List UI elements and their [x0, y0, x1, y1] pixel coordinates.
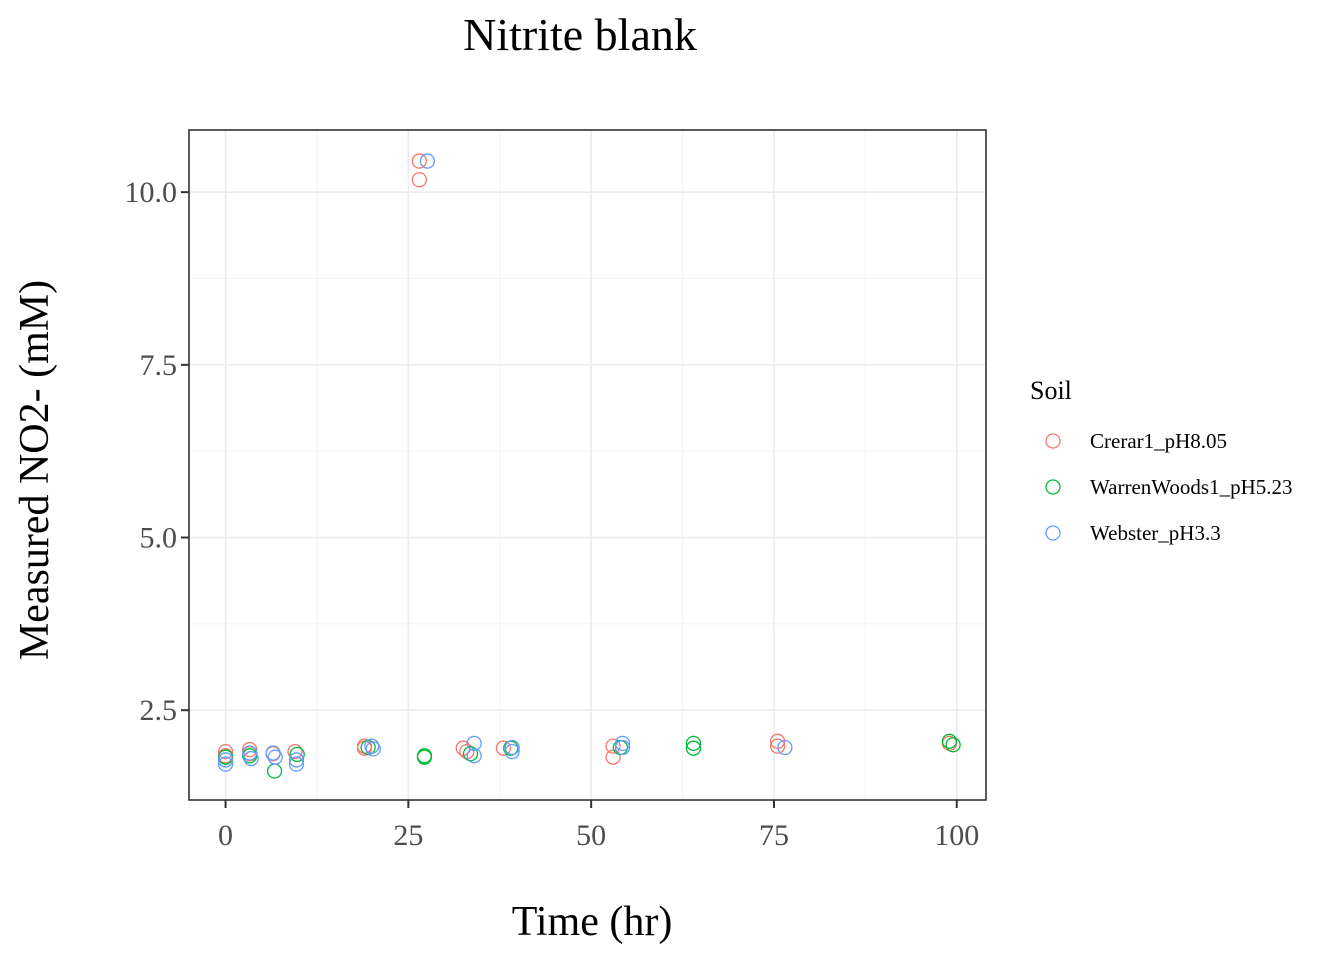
legend-label: Webster_pH3.3 — [1090, 521, 1221, 545]
x-tick-label: 50 — [576, 819, 606, 852]
y-tick-label: 10.0 — [125, 176, 178, 209]
data-point — [411, 172, 427, 188]
chart-title: Nitrite blank — [463, 9, 697, 60]
legend-key — [1045, 433, 1061, 449]
legend-key — [1045, 525, 1061, 541]
data-point — [242, 745, 258, 761]
data-point — [287, 743, 303, 760]
data-point — [288, 752, 305, 768]
data-point — [419, 153, 436, 169]
x-axis-title: Time (hr) — [512, 899, 673, 945]
data-point — [605, 749, 621, 765]
data-point — [365, 741, 381, 757]
data-point — [243, 750, 259, 767]
data-point — [416, 749, 433, 765]
y-tick-label: 2.5 — [140, 694, 178, 727]
grid-lines — [189, 130, 986, 800]
y-axis: 2.5 5.0 7.5 10.0 — [125, 176, 189, 727]
data-point — [217, 743, 234, 760]
data-point — [685, 735, 702, 752]
data-point — [945, 737, 961, 753]
data-point — [614, 735, 631, 752]
y-axis-title: Measured NO2- (mM) — [12, 280, 58, 660]
data-point — [217, 752, 234, 768]
data-points — [217, 153, 961, 779]
data-point — [504, 739, 520, 756]
data-point — [217, 756, 234, 772]
series-Webster_pH3.3 — [217, 153, 793, 772]
x-tick-label: 100 — [934, 819, 979, 852]
y-tick-label: 5.0 — [140, 522, 178, 555]
data-point — [466, 748, 482, 764]
data-point — [265, 745, 281, 761]
data-point — [504, 743, 520, 760]
data-point — [416, 748, 433, 764]
data-point — [495, 740, 512, 756]
data-point — [242, 741, 258, 758]
data-point — [266, 763, 283, 779]
data-point — [769, 738, 786, 754]
y-tick-label: 7.5 — [140, 349, 178, 382]
data-point — [466, 735, 482, 752]
plot-panel-border — [188, 129, 987, 801]
data-point — [605, 738, 621, 754]
legend-title: Soil — [1030, 376, 1072, 405]
x-axis: 0 25 50 75 100 — [218, 800, 979, 852]
data-point — [267, 749, 283, 765]
data-point — [364, 738, 380, 754]
series-WarrenWoods1_pH5.23 — [217, 733, 961, 779]
data-point — [288, 756, 305, 772]
data-point — [777, 739, 793, 756]
x-tick-label: 75 — [759, 819, 789, 852]
legend: Soil Crerar1_pH8.05 WarrenWoods1_pH5.23 We… — [1030, 376, 1293, 545]
data-point — [411, 153, 427, 169]
data-point — [289, 746, 305, 763]
data-point — [614, 739, 631, 756]
data-point — [685, 740, 702, 756]
data-point — [941, 733, 958, 749]
series-Crerar1_pH8.05 — [217, 153, 958, 765]
data-point — [462, 746, 479, 762]
legend-label: Crerar1_pH8.05 — [1090, 429, 1227, 453]
x-tick-label: 0 — [218, 819, 233, 852]
x-tick-label: 25 — [393, 819, 423, 852]
legend-key — [1045, 479, 1061, 495]
legend-label: WarrenWoods1_pH5.23 — [1090, 475, 1293, 499]
